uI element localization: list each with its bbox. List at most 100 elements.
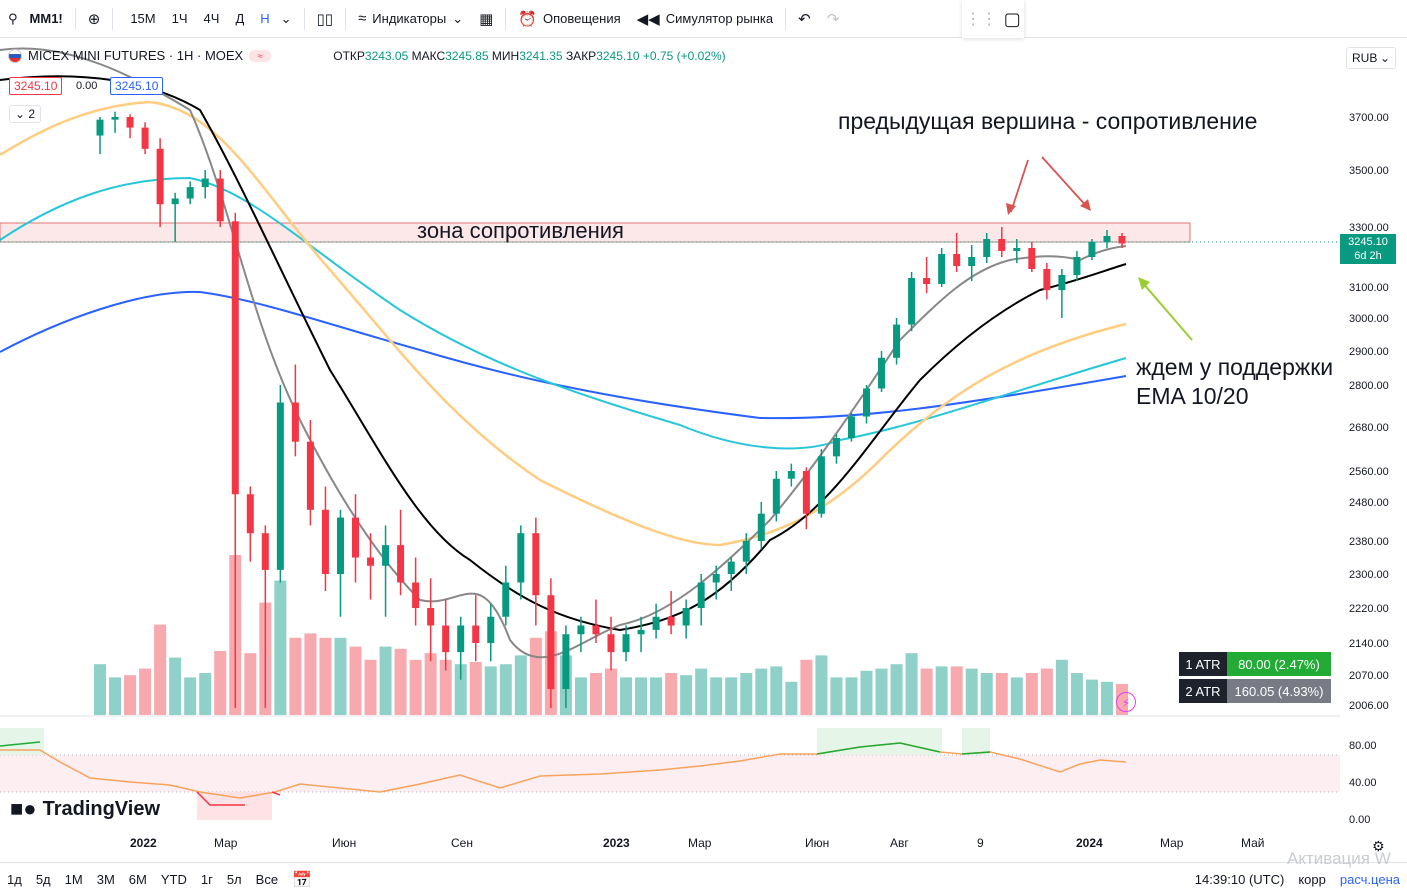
alerts-button[interactable]: ⏰ Оповещения xyxy=(510,0,628,38)
date-range-icon[interactable]: 📅 xyxy=(292,871,312,889)
price-axis[interactable]: 3700.00 3500.00 3300.00 3100.00 3000.00 2900.… xyxy=(1349,112,1389,712)
time-axis[interactable]: 2022 Мар Июн Сен 2023 Мар Июн Авг 9 2024 Мар Май xyxy=(130,836,1265,850)
chevron-down-icon[interactable]: ⌄ xyxy=(280,10,292,26)
time-tick-label: Июн xyxy=(805,836,829,850)
ask-price-tag[interactable]: 3245.10 xyxy=(110,77,164,95)
replay-button[interactable]: ◀◀ Симулятор рынка xyxy=(629,0,782,38)
currency-label: RUB xyxy=(1352,51,1378,65)
currency-select[interactable]: RUB ⌄ xyxy=(1346,47,1396,69)
range-6m[interactable]: 6M xyxy=(128,872,147,887)
layouts-button[interactable]: ▦ xyxy=(471,0,501,38)
volume-bar xyxy=(274,580,287,715)
volume-bar xyxy=(800,659,813,715)
range-5d[interactable]: 5д xyxy=(35,872,51,887)
range-3m[interactable]: 3M xyxy=(96,872,115,887)
candle xyxy=(352,494,359,583)
candle xyxy=(802,467,810,530)
candle-body xyxy=(817,456,825,514)
volume-bar xyxy=(364,659,377,715)
alerts-label: Оповещения xyxy=(542,11,621,26)
drag-handle-icon[interactable]: ⋮⋮ xyxy=(965,11,998,28)
arrow-green-head xyxy=(1138,277,1150,290)
range-5y[interactable]: 5л xyxy=(226,872,242,887)
range-1d[interactable]: 1д xyxy=(7,872,22,887)
time-tick-label: Мар xyxy=(214,836,238,850)
time-tick-label: 2023 xyxy=(603,836,630,850)
indicators-button[interactable]: ≈ Индикаторы ⌄ xyxy=(350,0,471,38)
volume-bar xyxy=(304,633,317,715)
bid-price-tag[interactable]: 3245.10 xyxy=(9,77,63,95)
volume-bar xyxy=(1100,681,1113,715)
chevron-down-icon: ⌄ xyxy=(1379,51,1390,65)
spread-value: 0.00 xyxy=(76,80,98,92)
candle xyxy=(547,578,555,708)
chart-type-button[interactable]: ▯▯ xyxy=(309,0,342,38)
candle xyxy=(532,517,540,626)
candle-body xyxy=(592,625,600,635)
candle xyxy=(186,181,194,205)
candle-body xyxy=(111,117,119,120)
gear-icon[interactable]: ⚙ xyxy=(1372,838,1385,854)
candle xyxy=(998,227,1006,257)
grid-icon: ▦ xyxy=(479,10,494,28)
timeframe-day[interactable]: Д xyxy=(235,11,245,26)
candle xyxy=(968,245,976,281)
candle xyxy=(246,486,254,562)
series-eye-icon[interactable]: ≈ xyxy=(249,49,272,62)
candle-body xyxy=(968,257,976,266)
rsi-axis[interactable]: 80.00 40.00 0.00 xyxy=(1349,740,1377,826)
rsi-tick-label: 40.00 xyxy=(1349,777,1377,789)
annotation-prev-high[interactable]: предыдущая вершина - сопротивление xyxy=(838,108,1258,134)
candle-body xyxy=(382,545,390,566)
range-1m[interactable]: 1M xyxy=(64,872,83,887)
candle-body xyxy=(787,471,795,479)
candle-body xyxy=(547,595,555,690)
last-price-value: 3245.10 xyxy=(1348,236,1388,248)
volume-bar xyxy=(184,677,197,715)
series-title[interactable]: MICEX MINI FUTURES · 1H · MOEX xyxy=(28,48,244,63)
candle-body xyxy=(1058,275,1066,291)
timeframe-week[interactable]: Н xyxy=(260,11,270,26)
candle xyxy=(96,117,104,155)
range-all[interactable]: Все xyxy=(255,872,279,887)
range-ytd[interactable]: YTD xyxy=(160,872,187,887)
candle-body xyxy=(1043,269,1051,291)
chevron-down-icon: ⌄ xyxy=(452,10,464,26)
price-chart[interactable]: 3700.00 3500.00 3300.00 3100.00 3000.00 2900.… xyxy=(0,40,1407,860)
candle-body xyxy=(291,402,299,442)
redo-button[interactable]: ↷ xyxy=(819,0,848,38)
clock-time[interactable]: 14:39:10 (UTC) xyxy=(1194,872,1285,887)
symbol-search-button[interactable]: ⚲ MM1! xyxy=(0,0,71,38)
ema-200-line xyxy=(0,290,1127,420)
candle xyxy=(216,170,224,227)
candle xyxy=(231,212,239,708)
adjust-button[interactable]: корр xyxy=(1298,872,1326,887)
indicators-collapse-button[interactable]: ⌄ 2 xyxy=(9,105,42,123)
timeframe-4h[interactable]: 4Ч xyxy=(203,11,220,26)
alarm-clock-icon: ⏰ xyxy=(518,10,537,28)
timeframe-15m[interactable]: 15М xyxy=(130,11,156,26)
lightning-icon[interactable]: ⚡ xyxy=(1116,692,1136,712)
timeframe-1h[interactable]: 1Ч xyxy=(171,11,188,26)
volume-bar xyxy=(439,659,452,715)
fullscreen-icon[interactable]: ▢ xyxy=(1003,8,1021,29)
atr-label: 2 ATR xyxy=(1179,679,1227,703)
volume-bar xyxy=(154,624,167,715)
price-tick-label: 2380.00 xyxy=(1349,536,1389,548)
annotation-support-1[interactable]: ждем у поддержки xyxy=(1136,354,1334,380)
replay-label: Симулятор рынка xyxy=(665,11,774,26)
candle xyxy=(923,257,931,294)
candle-body xyxy=(637,629,645,635)
volume-bar xyxy=(139,668,152,715)
candles-icon: ▯▯ xyxy=(316,10,334,28)
rsi-overbought-fill xyxy=(962,728,990,755)
compare-button[interactable]: ⊕ xyxy=(80,0,109,38)
undo-button[interactable]: ↶ xyxy=(790,0,819,38)
settlement-price-button[interactable]: расч.цена xyxy=(1339,872,1400,887)
candle-body xyxy=(1073,257,1081,275)
candle xyxy=(727,557,735,591)
ema-50-line xyxy=(0,100,1127,547)
annotation-zone[interactable]: зона сопротивления xyxy=(417,218,624,243)
annotation-support-2[interactable]: EMA 10/20 xyxy=(1136,383,1249,409)
range-1y[interactable]: 1г xyxy=(200,872,213,887)
